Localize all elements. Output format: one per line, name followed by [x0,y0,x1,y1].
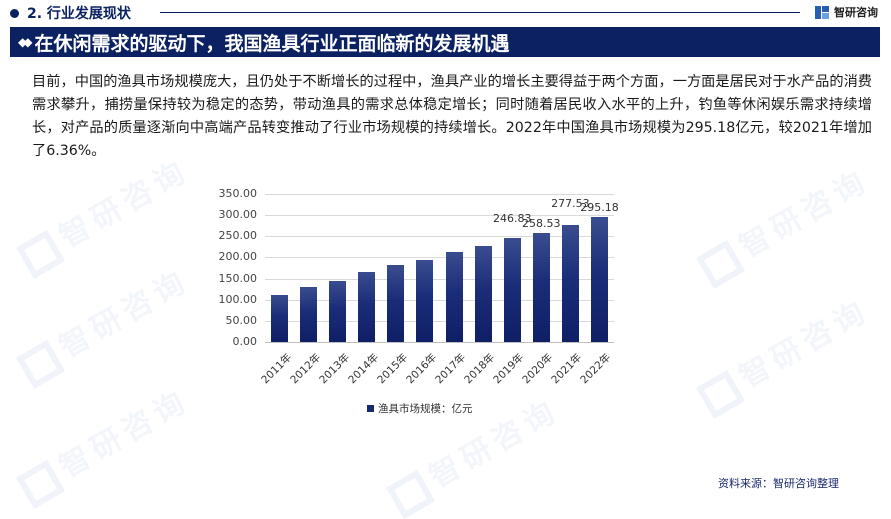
y-axis-tick: 200.00 [218,250,258,264]
gridline [265,194,614,195]
bullet-icon [10,8,19,18]
x-axis-label: 2018年 [462,351,498,387]
gridline [265,257,614,259]
x-axis-label: 2016年 [404,351,440,387]
bar-2020年 [532,232,550,342]
chart-legend: 渔具市场规模：亿元 [367,401,473,416]
source-note: 资料来源：智研咨询整理 [718,477,839,490]
x-axis-label: 2011年 [258,351,294,387]
bar-2015年 [387,265,405,342]
section-divider [160,12,800,13]
section-header: 2. 行业发展现状 [10,3,131,23]
bar-2018年 [474,246,492,342]
bar-2012年 [300,287,318,342]
x-axis-label: 2013年 [317,351,352,387]
bar-2016年 [416,259,434,342]
x-axis-label: 2014年 [346,351,381,387]
bar-2022年 [590,217,608,342]
legend-swatch-icon [367,405,374,412]
gridline [265,236,614,238]
logo-text: 智研咨询 [834,6,878,19]
bar-2011年 [271,294,289,342]
title-banner: ◆◆ 在休闲需求的驱动下，我国渔具行业正面临新的发展机遇 [10,27,880,57]
y-axis-tick: 0.00 [232,335,258,348]
data-label: 258.53 [522,216,561,230]
data-label: 295.18 [580,201,619,215]
x-axis-label: 2012年 [287,351,323,387]
gridline [265,342,614,343]
x-axis-label: 2017年 [433,351,469,387]
y-axis-tick: 50.00 [225,313,258,327]
logo-icon [815,5,829,19]
bar-2017年 [445,251,463,342]
y-axis-tick: 250.00 [218,229,258,243]
section-title: 2. 行业发展现状 [27,6,131,22]
legend-label: 渔具市场规模：亿元 [378,403,473,415]
x-axis-label: 2021年 [549,351,585,387]
gridline [265,299,614,301]
y-axis-tick: 300.00 [218,208,258,222]
bar-2014年 [358,271,376,342]
page-title: 在休闲需求的驱动下，我国渔具行业正面临新的发展机遇 [34,32,510,55]
bar-2021年 [561,224,579,342]
description-paragraph: 目前，中国的渔具市场规模庞大，且仍处于不断增长的过程中，渔具产业的增长主要得益于… [32,74,872,159]
gridline [265,215,614,217]
bar-chart: 350.00 300.00 250.00 200.00 150.00 100.00 50.0… [218,187,619,387]
brand-logo: 智研咨询 [815,4,878,20]
data-label: 246.83 [492,211,532,225]
bar-2019年 [503,237,521,342]
bar-2013年 [329,280,347,342]
y-axis-tick: 350.00 [218,187,258,200]
x-axis-label: 2019年 [491,351,527,387]
x-axis-label: 2020年 [520,351,556,387]
y-axis-tick: 150.00 [218,271,258,285]
gridline [265,278,614,280]
y-axis-tick: 100.00 [218,292,258,306]
x-axis-label: 2015年 [375,351,411,387]
x-axis-label: 2022年 [578,351,614,387]
data-label: 277.53 [551,196,590,210]
gridline [265,320,614,322]
